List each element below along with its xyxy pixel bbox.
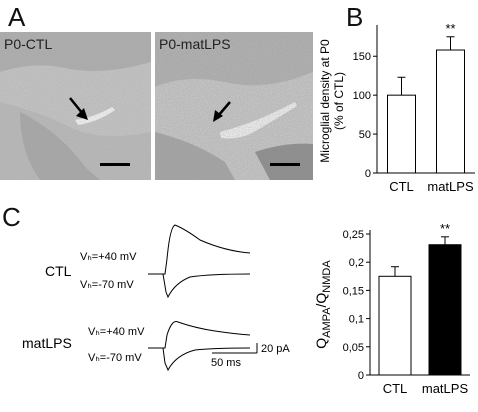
y-tick-label: 0,1 [349,314,364,326]
ctl-vh-neg-label: Vₕ=-70 mV [80,279,134,291]
matlps-trace-neg [148,347,251,372]
y-tick-label: 0,25 [343,229,364,241]
bar-ctl [378,275,412,376]
significance-marker: ** [445,21,455,36]
y-tick-label: 0 [365,168,371,180]
bar-matlps [428,244,462,376]
bar-matlps [436,49,465,174]
trace-matlps-label: matLPS [22,335,72,351]
scale-time-label: 50 ms [211,357,241,369]
panel-a-letter: A [8,2,26,32]
x-tick-label: CTL [389,179,414,194]
x-tick-label: matLPS [422,381,469,396]
micrograph-ctl-label: P0-CTL [4,36,53,52]
y-tick-label: 0,2 [349,257,364,269]
bar-ctl [387,94,416,174]
y-tick-label: 150 [353,51,371,63]
micrograph-matlps: P0-matLPS [155,32,313,180]
micrograph-ctl-image [0,32,151,180]
micrograph-matlps-label: P0-matLPS [159,36,231,52]
chart-microglial-density: 0 50 100 150 CTL matLPS ** Microglial density a… [318,21,475,194]
matlps-vh-neg-label: Vₕ=-70 mV [88,352,142,364]
x-tick-label: matLPS [427,179,474,194]
y-tick-label: 0 [358,370,364,382]
matlps-vh-pos-label: Vₕ=+40 mV [88,326,145,338]
matlps-trace-pos [148,321,251,349]
ctl-trace-pos [148,224,251,275]
y-tick-label: 0,05 [343,342,364,354]
chart-ampa-nmda-ratio: 0 0,05 0,1 0,15 0,2 0,25 CTL matLPS ** QAMPA/QNMD… [313,221,470,396]
ctl-vh-pos-label: Vₕ=+40 mV [80,251,137,263]
micrograph-ctl: P0-CTL [0,32,151,180]
y-axis-label: Microglial density at P0(% of CTL) [318,39,346,163]
micrograph-matlps-image [155,32,313,180]
trace-ctl-label: CTL [45,263,72,279]
electrophysiology-traces: CTL Vₕ=+40 mV Vₕ=-70 mV matLPS Vₕ=+40 mV… [22,224,290,372]
y-tick-label: 50 [359,129,371,141]
x-tick-label: CTL [383,381,408,396]
significance-marker: ** [440,221,450,236]
ctl-trace-neg [148,273,251,299]
y-axis-label: QAMPA/QNMDA [313,260,333,349]
y-tick-label: 0,15 [343,285,364,297]
panel-b-letter: B [346,2,364,32]
y-tick-label: 100 [353,90,371,102]
panel-c-letter: C [2,202,21,232]
scale-current-label: 20 pA [261,343,290,355]
